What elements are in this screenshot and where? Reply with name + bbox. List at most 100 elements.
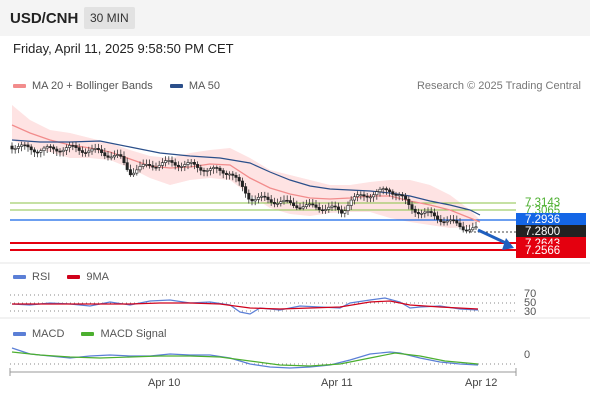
candle-body: [61, 149, 65, 152]
candle-body: [468, 229, 472, 232]
candle-body: [96, 148, 100, 150]
macd-signal-line: [11, 351, 479, 367]
candle-body: [164, 160, 168, 163]
rsi-ma-legend-label: 9MA: [86, 271, 110, 283]
candle-body: [122, 156, 126, 163]
candle-body: [221, 170, 225, 174]
candle-body: [272, 202, 276, 205]
candle-body: [215, 167, 219, 169]
candle-body: [144, 164, 148, 166]
candle-body: [423, 211, 427, 214]
candle-body: [23, 144, 27, 147]
candle-body: [71, 145, 75, 147]
rsi-legend-label: RSI: [32, 271, 51, 283]
candle-body: [301, 206, 305, 209]
candle-body: [55, 148, 59, 152]
macd-legend: MACD MACD Signal: [13, 328, 180, 340]
candle-body: [340, 209, 344, 214]
candle-body: [212, 167, 216, 170]
ma50-swatch: [169, 84, 183, 89]
rsi-ma-line: [12, 300, 479, 310]
ma50-line: [11, 139, 481, 216]
ma20-swatch: [13, 84, 26, 89]
candle-body: [224, 172, 228, 175]
candle-body: [349, 199, 353, 206]
symbol-title: USD/CNH: [10, 10, 79, 27]
candle-body: [36, 151, 40, 154]
macd-zero-label: 0: [524, 349, 531, 361]
timeframe-button[interactable]: 30 MIN: [84, 7, 135, 29]
candle-body: [279, 201, 283, 204]
rsi-line: [11, 297, 479, 315]
support-label-2: 7.2566: [516, 244, 586, 258]
macd-swatch: [13, 332, 26, 337]
candle-body: [10, 145, 14, 150]
rsi-level-30: 30: [524, 306, 537, 318]
candle-body: [362, 194, 366, 197]
candle-body: [154, 166, 158, 169]
candle-body: [413, 208, 417, 213]
candle-body: [288, 200, 292, 204]
candle-body: [333, 205, 337, 208]
candle-body: [148, 164, 152, 166]
candle-body: [410, 204, 414, 210]
candle-body: [138, 166, 142, 171]
candle-body: [432, 212, 436, 217]
candle-body: [420, 213, 424, 215]
candle-body: [74, 145, 78, 148]
candle-body: [359, 194, 363, 197]
candle-body: [448, 219, 452, 222]
candle-body: [269, 199, 273, 203]
candle-body: [208, 168, 212, 171]
candle-body: [304, 204, 308, 207]
current-level-label: 7.2936: [516, 213, 586, 227]
candle-body: [32, 149, 36, 153]
candle-body: [439, 219, 443, 223]
x-label-apr11: Apr 11: [321, 377, 353, 389]
candle-body: [228, 173, 232, 176]
candle-body: [240, 180, 244, 187]
candle-body: [266, 196, 270, 200]
candle-body: [429, 211, 433, 214]
x-label-apr12: Apr 12: [465, 377, 498, 389]
candle-body: [64, 147, 68, 151]
candle-body: [48, 146, 52, 148]
candle-body: [186, 162, 190, 165]
candle-body: [276, 203, 280, 205]
macd-signal-legend-label: MACD Signal: [100, 328, 167, 340]
macd-line: [11, 347, 479, 369]
candle-body: [100, 149, 104, 153]
candle-body: [16, 146, 20, 149]
x-label-apr10: Apr 10: [148, 377, 181, 389]
candle-body: [404, 195, 408, 200]
candle-body: [103, 152, 107, 157]
candle-body: [298, 207, 302, 210]
candle-body: [176, 164, 180, 168]
candle-body: [205, 170, 209, 172]
candle-body: [452, 219, 456, 222]
candle-body: [199, 167, 203, 171]
candle-body: [29, 146, 33, 151]
candle-body: [324, 209, 328, 211]
candle-body: [157, 165, 161, 168]
candle-body: [13, 148, 17, 150]
rsi-swatch: [13, 275, 26, 280]
candle-body: [151, 165, 155, 168]
legend-ma50-label: MA 50: [188, 80, 221, 92]
candle-body: [84, 152, 88, 154]
candle-body: [244, 186, 248, 194]
candle-body: [39, 150, 43, 153]
candle-body: [109, 156, 113, 159]
legend-ma20: MA 20 + Bollinger Bands: [13, 80, 153, 92]
candle-body: [231, 173, 235, 176]
candle-body: [170, 160, 174, 163]
candle-body: [308, 203, 312, 206]
macd-legend-label: MACD: [32, 328, 65, 340]
candle-body: [189, 162, 193, 164]
candle-body: [80, 150, 84, 153]
candle-body: [90, 148, 94, 152]
candle-body: [160, 162, 164, 166]
candle-body: [68, 145, 72, 148]
forecast-arrow: [477, 228, 509, 246]
